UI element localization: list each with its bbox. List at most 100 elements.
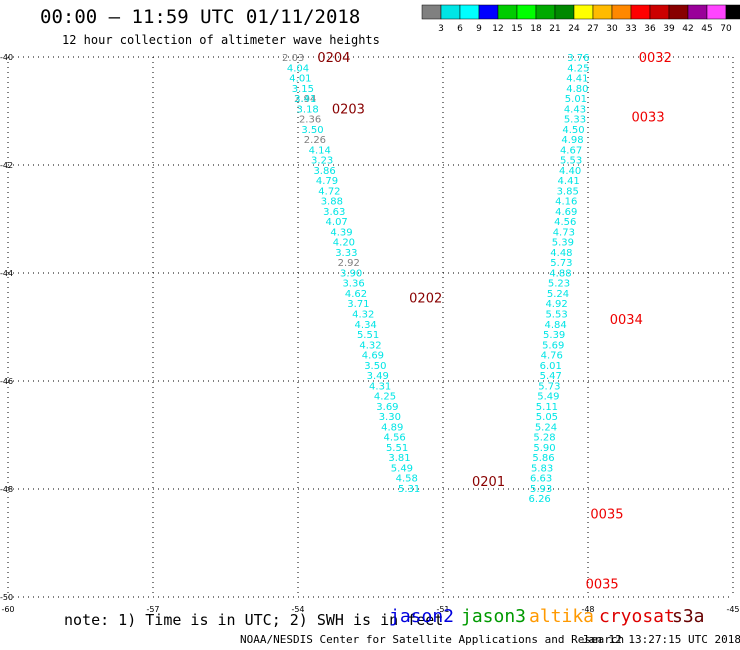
wave-height-value: 5.05 (536, 412, 558, 423)
y-tick-label: -46 (0, 377, 13, 386)
wave-height-value: 5.24 (535, 422, 557, 433)
x-tick-label: -54 (291, 605, 304, 614)
wave-height-value: 3.50 (364, 361, 386, 372)
wave-height-value: 4.48 (550, 248, 572, 259)
wave-height-value: 5.93 (530, 484, 552, 495)
wave-height-value: 3.41 (294, 94, 316, 105)
wave-height-value: 5.83 (531, 463, 553, 474)
wave-height-value: 5.39 (552, 238, 574, 249)
wave-height-value: 5.49 (537, 392, 559, 403)
wave-height-value: 5.53 (560, 156, 582, 167)
footer-note: note: 1) Time is in UTC; 2) SWH is in fe… (64, 611, 444, 629)
wave-height-value: 3.69 (376, 402, 398, 413)
wave-height-value: 5.69 (542, 340, 564, 351)
wave-height-value: 3.15 (292, 84, 314, 95)
wave-height-value: 3.71 (347, 299, 369, 310)
y-tick-label: -48 (0, 485, 13, 494)
color-bin-label: 39 (663, 24, 675, 34)
wave-height-value: 4.31 (369, 381, 391, 392)
color-bin-label: 33 (625, 24, 636, 34)
generation-timestamp: Jan 12 13:27:15 UTC 2018 (582, 633, 740, 646)
wave-height-value: 4.69 (555, 207, 577, 218)
wave-height-value: 4.62 (345, 289, 367, 300)
wave-height-value: 4.32 (359, 340, 381, 351)
legend-s3a: s3a (672, 606, 705, 627)
wave-height-value: 3.63 (323, 207, 345, 218)
wave-height-value: 5.90 (533, 443, 555, 454)
wave-height-value: 5.39 (543, 330, 565, 341)
wave-height-value: 4.16 (555, 197, 577, 208)
wave-height-value: 4.01 (289, 74, 311, 85)
wave-height-value: 3.88 (321, 197, 343, 208)
wave-height-value: 3.18 (297, 104, 319, 115)
pass-time-label: 0033 (632, 110, 665, 125)
wave-height-value: 4.92 (545, 299, 567, 310)
wave-height-value: 4.50 (562, 125, 584, 136)
wave-height-value: 4.98 (561, 135, 583, 146)
wave-height-value: 5.51 (357, 330, 379, 341)
pass-time-label: 0202 (409, 291, 442, 306)
wave-height-value: 5.73 (550, 258, 572, 269)
color-bin-label: 6 (457, 24, 463, 34)
wave-height-value: 6.01 (540, 361, 562, 372)
color-bin-label: 36 (644, 24, 656, 34)
pass-time-label: 0034 (610, 313, 643, 328)
wave-height-value: 4.41 (558, 176, 580, 187)
wave-height-value: 3.49 (367, 371, 389, 382)
wave-height-value: 4.20 (333, 238, 355, 249)
pass-time-label: 0201 (472, 475, 505, 490)
wave-height-value: 3.86 (313, 166, 335, 177)
wave-height-value: 5.28 (533, 433, 555, 444)
credit-text: NOAA/NESDIS Center for Satellite Applica… (240, 633, 625, 646)
color-bin-label: 42 (682, 24, 693, 34)
color-bin-label: 12 (492, 24, 503, 34)
wave-height-value: 5.01 (565, 94, 587, 105)
wave-height-value: 2.03 (282, 53, 304, 64)
color-bin-label: 9 (476, 24, 482, 34)
wave-height-value: 2.92 (338, 258, 360, 269)
color-bin-swatch (725, 4, 740, 20)
wave-height-value: 4.34 (355, 320, 377, 331)
wave-height-value: 4.04 (287, 63, 309, 74)
wave-height-value: 5.86 (532, 453, 554, 464)
pass-time-label: 0035 (590, 507, 623, 522)
wave-height-value: 2.94 (294, 94, 316, 105)
y-tick-label: -40 (0, 53, 13, 62)
wave-height-value: 5.23 (548, 279, 570, 290)
x-tick-label: -51 (436, 605, 449, 614)
color-bin-label: 21 (549, 24, 560, 34)
chart-title: 00:00 – 11:59 UTC 01/11/2018 (40, 6, 361, 28)
wave-height-value: 2.36 (299, 115, 321, 126)
wave-height-value: 3.33 (335, 248, 357, 259)
color-bin-label: 24 (568, 24, 580, 34)
legend-jason2: jason2 (389, 606, 455, 627)
wave-height-value: 5.24 (547, 289, 569, 300)
wave-height-value: 5.47 (540, 371, 562, 382)
wave-height-value: 4.07 (326, 217, 348, 228)
x-tick-label: -57 (146, 605, 159, 614)
wave-height-value: 4.25 (374, 392, 396, 403)
wave-height-value: 5.31 (398, 484, 420, 495)
wave-height-value: 4.80 (566, 84, 588, 95)
wave-height-value: 6.63 (530, 474, 552, 485)
legend-altika: altika (529, 606, 595, 627)
wave-height-value: 3.23 (311, 156, 333, 167)
color-bin-label: 27 (587, 24, 598, 34)
wave-height-value: 4.43 (564, 104, 586, 115)
wave-height-value: 4.14 (309, 145, 331, 156)
wave-height-value: 3.36 (342, 279, 364, 290)
y-tick-label: -42 (0, 161, 13, 170)
wave-height-value: 4.73 (553, 227, 575, 238)
wave-height-value: 4.32 (352, 310, 374, 321)
wave-height-value: 5.33 (564, 115, 586, 126)
pass-time-label: 0032 (639, 51, 672, 66)
color-bin-label: 15 (511, 24, 522, 34)
wave-height-value: 4.79 (316, 176, 338, 187)
pass-time-label: 0035 (586, 578, 619, 593)
wave-height-value: 4.25 (567, 63, 589, 74)
x-tick-label: -48 (581, 605, 594, 614)
wave-height-value: 5.49 (391, 463, 413, 474)
color-bin-label: 3 (438, 24, 444, 34)
wave-height-value: 4.40 (559, 166, 581, 177)
